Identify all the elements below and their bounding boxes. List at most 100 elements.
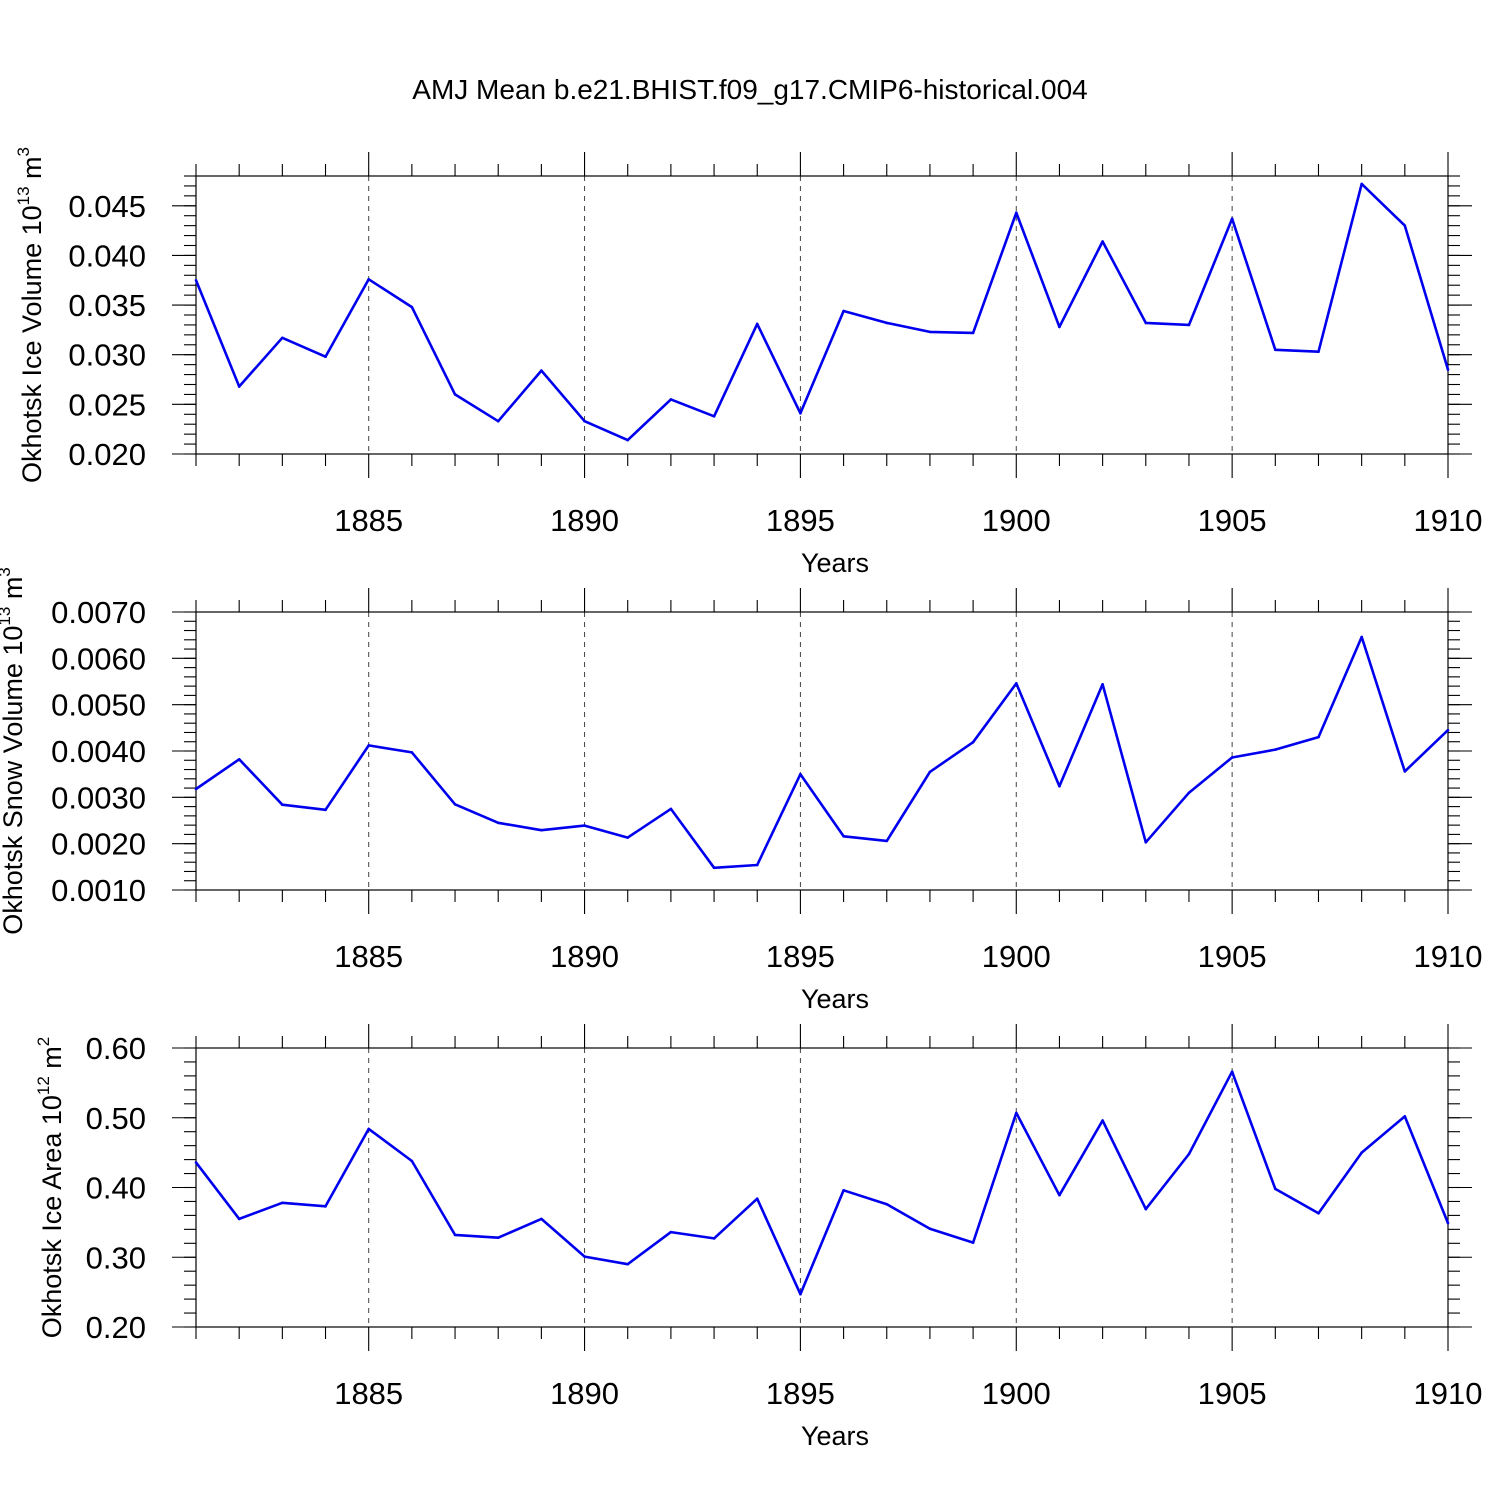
y-tick-label: 0.030 [68, 338, 146, 373]
panel-1: 1885 1890 1895 1900 1905 1910 0.020 0.025 0.030 0… [14, 147, 1482, 578]
x-tick-label: 1910 [1414, 503, 1483, 538]
y-tick-label: 0.0010 [51, 873, 146, 908]
data-point [669, 807, 673, 811]
data-point [626, 1262, 630, 1266]
data-point [799, 772, 802, 776]
data-point [1317, 1212, 1320, 1215]
data-point [1101, 682, 1104, 686]
data-point [1144, 321, 1148, 325]
data-point [799, 411, 802, 415]
data-point [324, 1205, 327, 1208]
data-point [237, 758, 241, 761]
data-point [712, 866, 716, 870]
y-axis-label: Okhotsk Ice Area 1012 m2 [34, 1037, 67, 1339]
plot-frame [195, 611, 1449, 891]
data-point [237, 385, 241, 388]
x-tick-label: 1910 [1414, 939, 1483, 974]
data-point [281, 336, 284, 340]
data-point [1360, 182, 1363, 186]
x-tick-label: 1885 [334, 1376, 403, 1411]
x-axis-label: Years [801, 984, 869, 1014]
data-point [496, 821, 500, 825]
data-point [194, 278, 198, 282]
data-point [1446, 1221, 1450, 1225]
data-point [324, 355, 327, 359]
x-axis-label: Years [801, 1421, 869, 1451]
data-point [496, 1236, 500, 1240]
y-tick-label: 0.035 [68, 288, 146, 323]
data-point [540, 1217, 543, 1221]
data-point [928, 330, 932, 334]
data-point [1403, 224, 1407, 227]
x-tick-label: 1890 [550, 1376, 619, 1411]
x-tick-label: 1890 [550, 503, 619, 538]
data-point [367, 1127, 370, 1131]
y-tick-label: 0.0070 [51, 595, 146, 630]
x-tick-label: 1905 [1198, 503, 1267, 538]
data-point [1058, 325, 1061, 329]
data-point [1230, 217, 1234, 220]
x-tick-label: 1910 [1414, 1376, 1483, 1411]
data-point [410, 751, 414, 754]
y-tick-label: 0.020 [68, 437, 146, 472]
data-point [453, 1233, 457, 1237]
data-point [626, 438, 630, 442]
plot-frame [195, 1047, 1449, 1328]
series-line [194, 182, 1450, 442]
y-tick-label: 0.045 [68, 189, 146, 224]
series-line [194, 1070, 1450, 1296]
data-point [324, 808, 327, 812]
data-point [453, 802, 457, 806]
data-point [755, 1197, 759, 1200]
x-tick-label: 1900 [982, 1376, 1051, 1411]
series-line [195, 635, 1449, 870]
x-tick-label: 1900 [982, 939, 1051, 974]
data-point [367, 277, 370, 281]
x-tick-label: 1895 [766, 939, 835, 974]
data-point [1403, 770, 1407, 773]
data-point [928, 770, 932, 774]
y-axis-label: Okhotsk Ice Volume 1013 m3 [14, 147, 47, 483]
x-tick-label: 1905 [1198, 939, 1267, 974]
data-point [885, 321, 889, 325]
y-tick-label: 0.60 [86, 1031, 146, 1066]
y-tick-label: 0.0020 [51, 827, 146, 862]
y-tick-label: 0.0040 [51, 734, 146, 769]
data-point [1014, 1111, 1018, 1115]
x-tick-label: 1895 [766, 503, 835, 538]
data-point [1101, 1119, 1104, 1122]
data-point [194, 787, 198, 791]
x-tick-label: 1885 [334, 503, 403, 538]
data-point [1446, 728, 1450, 732]
data-point [712, 414, 716, 418]
plot-frame [195, 175, 1449, 455]
data-point [583, 419, 586, 423]
data-point [194, 1161, 198, 1164]
data-point [1144, 840, 1148, 844]
data-point [842, 834, 845, 838]
data-point [1360, 635, 1363, 639]
data-point [971, 740, 975, 744]
data-point [281, 1201, 284, 1205]
y-tick-label: 0.50 [86, 1101, 146, 1136]
x-tick-label: 1900 [982, 503, 1051, 538]
data-point [1274, 348, 1277, 352]
data-point [1446, 368, 1450, 371]
panel-3: 1885 1890 1895 1900 1905 1910 0.20 0.30 0.40 0.50… [34, 1024, 1482, 1451]
data-point [540, 828, 543, 832]
y-tick-label: 0.30 [86, 1240, 146, 1275]
x-tick-label: 1885 [334, 939, 403, 974]
x-tick-label: 1905 [1198, 1376, 1267, 1411]
data-point [755, 322, 759, 326]
data-point [1058, 784, 1061, 788]
y-tick-label: 0.0060 [51, 641, 146, 676]
data-point [410, 305, 414, 309]
data-point [1101, 240, 1104, 243]
y-tick-label: 0.40 [86, 1171, 146, 1206]
data-point [799, 1292, 802, 1296]
data-point [583, 1255, 586, 1258]
panel-2: 1885 1890 1895 1900 1905 1910 0.0010 0.0020 0.00… [0, 567, 1482, 1014]
data-point [367, 744, 370, 747]
data-point [971, 331, 975, 335]
